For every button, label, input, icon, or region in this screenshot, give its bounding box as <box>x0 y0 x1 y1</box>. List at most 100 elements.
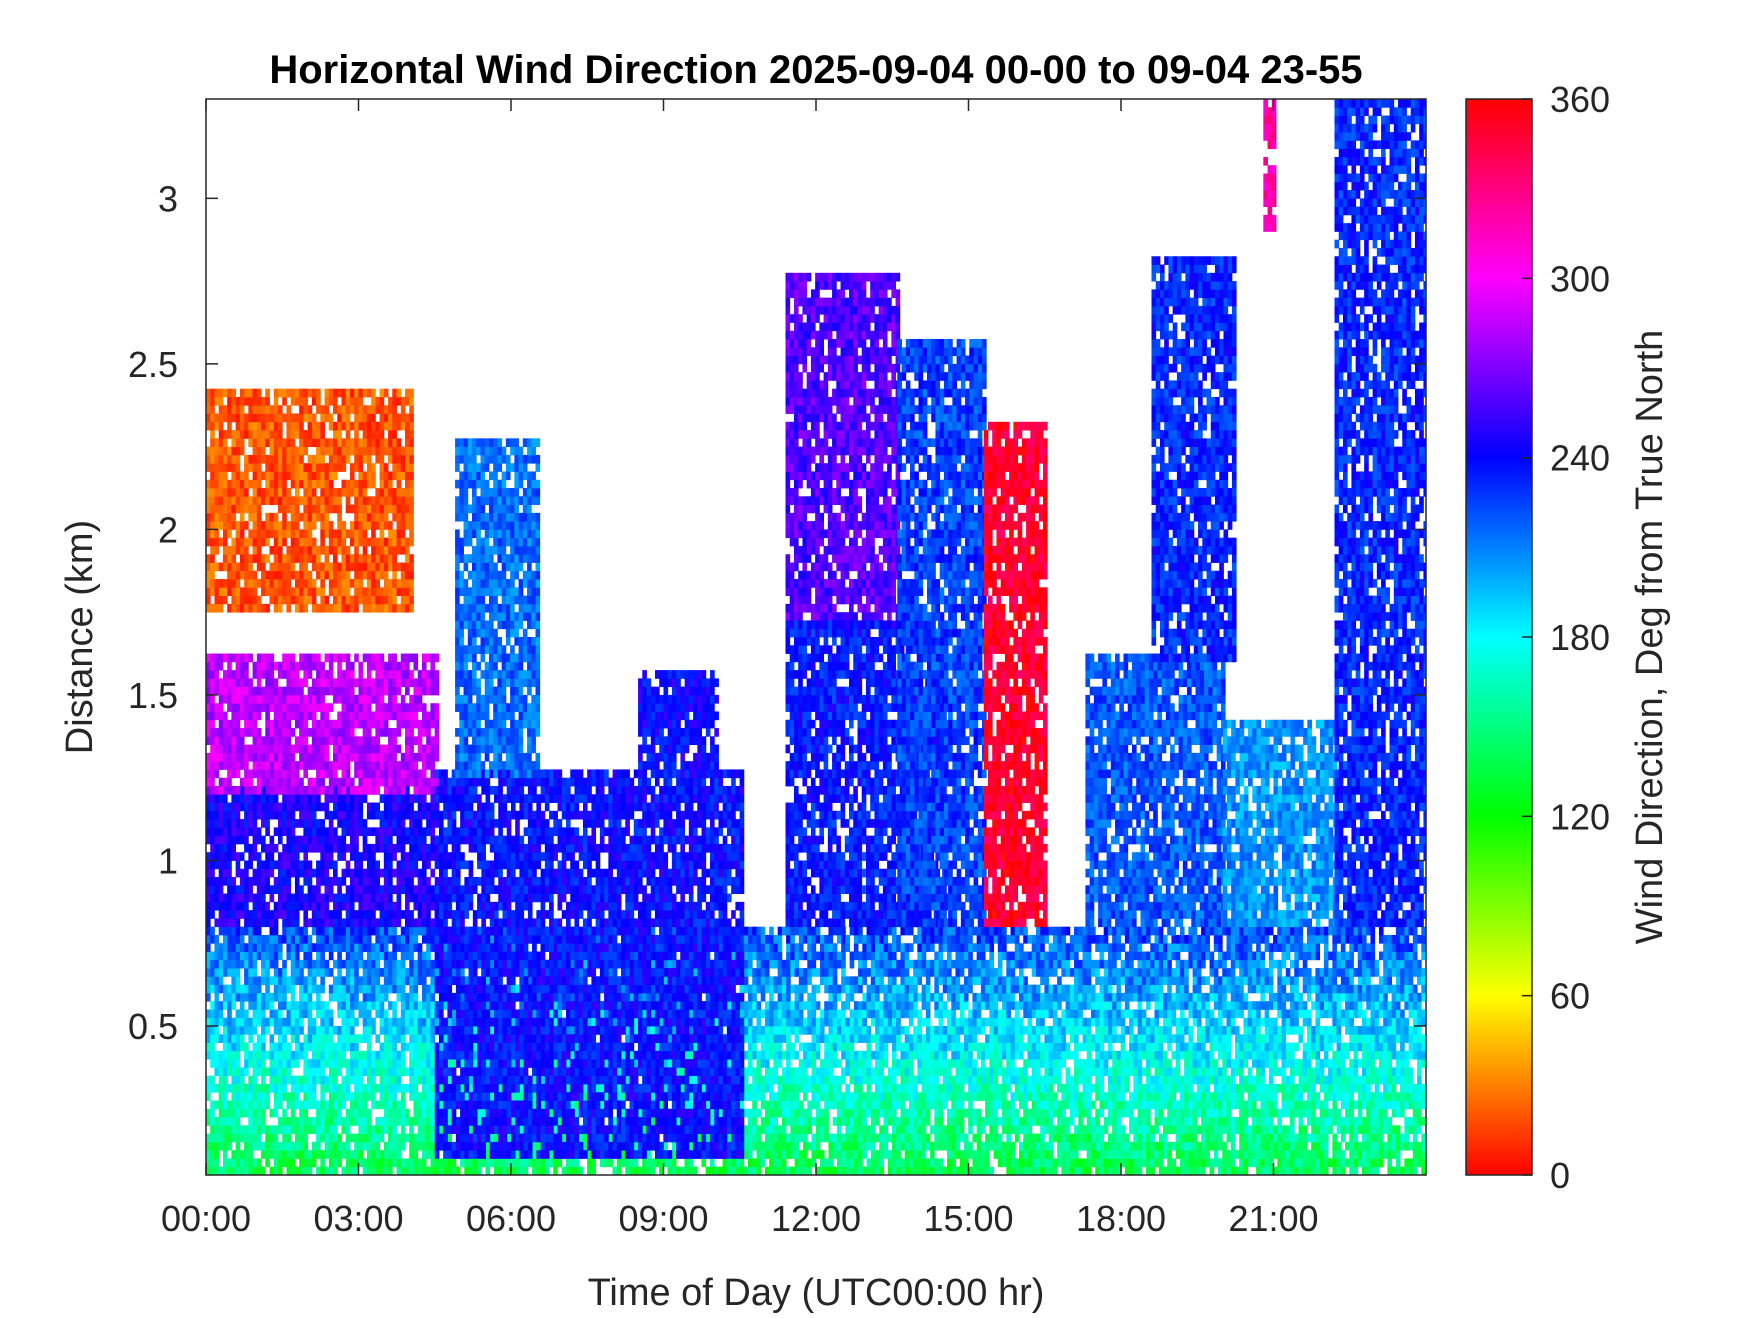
heatmap-cell <box>820 1117 825 1126</box>
heatmap-cell <box>409 1084 414 1093</box>
heatmap-cell <box>422 1134 427 1143</box>
heatmap-cell <box>270 1134 275 1143</box>
heatmap-cell <box>350 1043 355 1052</box>
heatmap-cell <box>850 1150 855 1159</box>
heatmap-cell <box>253 1117 258 1126</box>
heatmap-cell <box>769 1167 774 1176</box>
heatmap-cell <box>295 1125 300 1134</box>
heatmap-cell <box>926 1117 931 1126</box>
heatmap-cell <box>371 1125 376 1134</box>
heatmap-cell <box>329 1084 334 1093</box>
heatmap-cell <box>350 1134 355 1143</box>
heatmap-cell <box>964 993 969 1002</box>
heatmap-cell <box>939 1084 944 1093</box>
heatmap-cell <box>947 1034 952 1043</box>
heatmap-cell <box>240 1018 245 1027</box>
heatmap-cell <box>367 1001 372 1010</box>
heatmap-cell <box>884 952 889 961</box>
heatmap-cell <box>922 1076 927 1085</box>
heatmap-cell <box>422 1076 427 1085</box>
heatmap-cell <box>900 1109 905 1118</box>
heatmap-cell <box>989 1051 994 1060</box>
heatmap-cell <box>651 1092 656 1101</box>
heatmap-cell <box>900 1067 905 1076</box>
heatmap-cell <box>257 1034 262 1043</box>
heatmap-cell <box>786 1076 791 1085</box>
heatmap-cell <box>413 1034 418 1043</box>
heatmap-cell <box>248 1001 253 1010</box>
heatmap-cell <box>274 1026 279 1035</box>
heatmap-cell <box>418 1067 423 1076</box>
heatmap-cell <box>947 1117 952 1126</box>
heatmap-cell <box>960 1026 965 1035</box>
heatmap-cell <box>888 1026 893 1035</box>
heatmap-cell <box>955 952 960 961</box>
heatmap-cell <box>422 927 427 936</box>
heatmap-cell <box>409 1167 414 1176</box>
heatmap-cell <box>790 1043 795 1052</box>
heatmap-cell <box>346 1026 351 1035</box>
heatmap-cell <box>684 1051 689 1060</box>
heatmap-cell <box>888 1134 893 1143</box>
heatmap-cell <box>795 1034 800 1043</box>
heatmap-cell <box>1002 1026 1007 1035</box>
heatmap-cell <box>1015 985 1020 994</box>
heatmap-cell <box>236 1092 241 1101</box>
heatmap-cell <box>955 1092 960 1101</box>
heatmap-cell <box>994 1059 999 1068</box>
heatmap-cell <box>833 1142 838 1151</box>
heatmap-cell <box>871 1001 876 1010</box>
heatmap-cell <box>286 976 291 985</box>
heatmap-cell <box>371 927 376 936</box>
heatmap-cell <box>731 952 736 961</box>
heatmap-cell <box>909 1092 914 1101</box>
heatmap-cell <box>291 1059 296 1068</box>
heatmap-cell <box>939 1018 944 1027</box>
heatmap-cell <box>934 1026 939 1035</box>
heatmap-cell <box>350 976 355 985</box>
heatmap-cell <box>744 1009 749 1018</box>
heatmap-cell <box>409 1076 414 1085</box>
heatmap-cell <box>718 943 723 952</box>
heatmap-cell <box>312 943 317 952</box>
heatmap-cell <box>727 1059 732 1068</box>
heatmap-cell <box>223 1018 228 1027</box>
heatmap-cell <box>909 1001 914 1010</box>
heatmap-cell <box>926 968 931 977</box>
heatmap-cell <box>790 1167 795 1176</box>
heatmap-cell <box>312 985 317 994</box>
heatmap-cell <box>816 1084 821 1093</box>
heatmap-cell <box>748 952 753 961</box>
heatmap-cell <box>308 993 313 1002</box>
heatmap-cell <box>977 1009 982 1018</box>
heatmap-cell <box>223 1101 228 1110</box>
heatmap-cell <box>795 985 800 994</box>
heatmap-cell <box>282 935 287 944</box>
heatmap-cell <box>828 952 833 961</box>
heatmap-cell <box>346 1034 351 1043</box>
heatmap-cell <box>231 927 236 936</box>
heatmap-cell <box>282 976 287 985</box>
heatmap-cell <box>998 1092 1003 1101</box>
heatmap-cell <box>210 1109 215 1118</box>
heatmap-cell <box>553 1158 558 1167</box>
heatmap-cell <box>756 1158 761 1167</box>
heatmap-cell <box>236 1018 241 1027</box>
heatmap-cell <box>752 1158 757 1167</box>
heatmap-cell <box>515 985 520 994</box>
heatmap-cell <box>761 976 766 985</box>
heatmap-cell <box>286 1150 291 1159</box>
heatmap-cell <box>740 985 745 994</box>
heatmap-cell <box>862 935 867 944</box>
heatmap-cell <box>214 1001 219 1010</box>
heatmap-cell <box>227 1125 232 1134</box>
heatmap-cell <box>354 968 359 977</box>
heatmap-cell <box>401 1067 406 1076</box>
heatmap-cell <box>939 1034 944 1043</box>
heatmap-cell <box>214 1142 219 1151</box>
heatmap-cell <box>943 1043 948 1052</box>
heatmap-cell <box>943 1076 948 1085</box>
heatmap-cell <box>244 985 249 994</box>
heatmap-cell <box>265 1092 270 1101</box>
heatmap-cell <box>913 1117 918 1126</box>
